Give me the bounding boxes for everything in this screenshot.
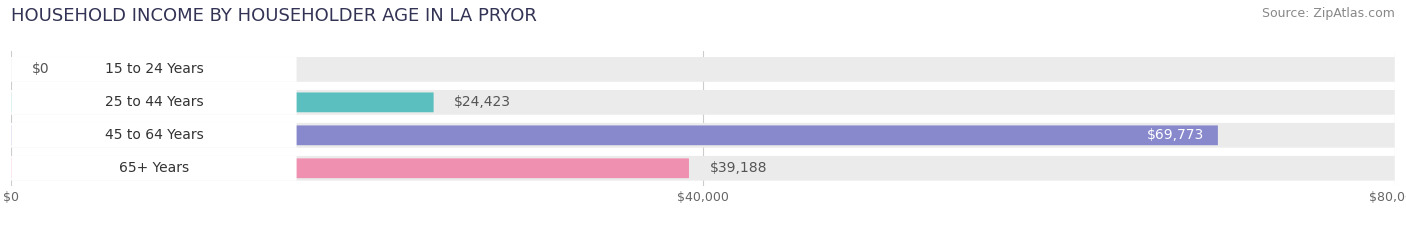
Text: $39,188: $39,188 [710, 161, 768, 175]
FancyBboxPatch shape [11, 90, 297, 115]
FancyBboxPatch shape [11, 90, 1395, 115]
Text: 25 to 44 Years: 25 to 44 Years [104, 95, 204, 109]
FancyBboxPatch shape [11, 93, 433, 112]
FancyBboxPatch shape [11, 156, 1395, 181]
Text: HOUSEHOLD INCOME BY HOUSEHOLDER AGE IN LA PRYOR: HOUSEHOLD INCOME BY HOUSEHOLDER AGE IN L… [11, 7, 537, 25]
FancyBboxPatch shape [11, 125, 1218, 145]
Text: $0: $0 [32, 62, 49, 76]
Text: $24,423: $24,423 [454, 95, 512, 109]
Text: Source: ZipAtlas.com: Source: ZipAtlas.com [1261, 7, 1395, 20]
Text: $69,773: $69,773 [1147, 128, 1204, 142]
FancyBboxPatch shape [11, 57, 297, 82]
FancyBboxPatch shape [11, 156, 297, 181]
Text: 15 to 24 Years: 15 to 24 Years [104, 62, 204, 76]
FancyBboxPatch shape [11, 57, 1395, 82]
FancyBboxPatch shape [11, 158, 689, 178]
Text: 65+ Years: 65+ Years [120, 161, 188, 175]
FancyBboxPatch shape [11, 123, 1395, 148]
Text: 45 to 64 Years: 45 to 64 Years [104, 128, 204, 142]
FancyBboxPatch shape [11, 123, 297, 148]
